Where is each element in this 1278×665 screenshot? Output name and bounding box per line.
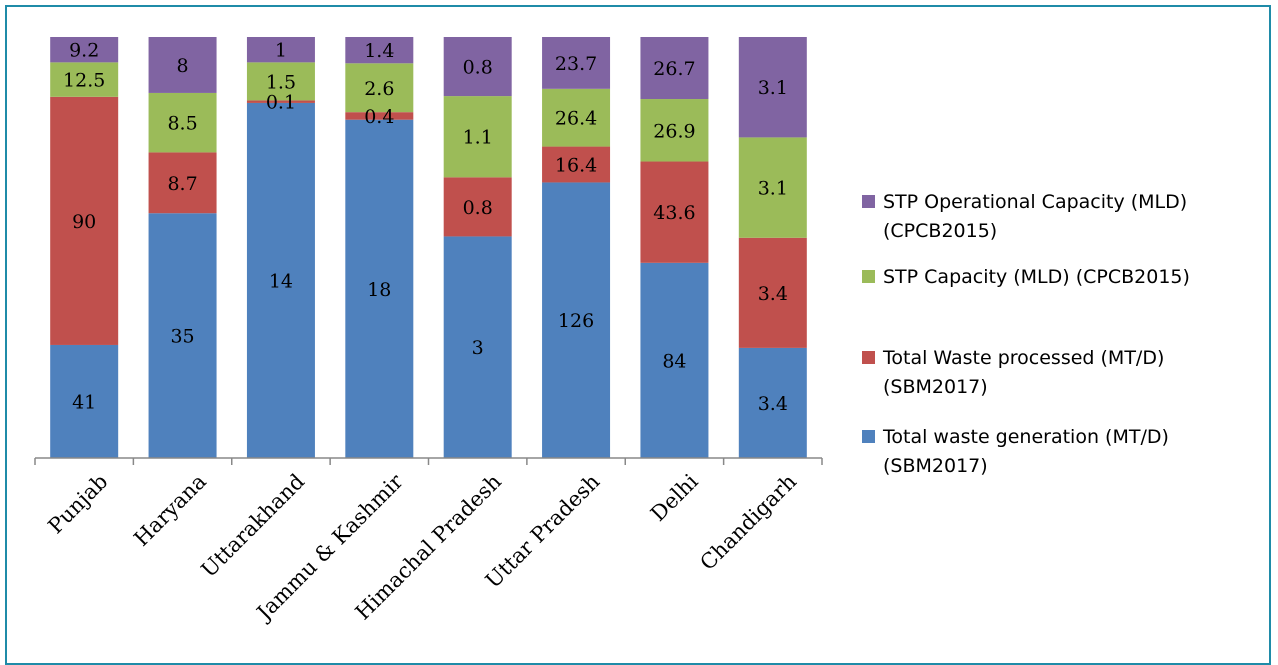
data-label: 1.5 [266, 71, 296, 93]
bar-segment [345, 119, 414, 458]
legend-label: STP Operational Capacity (MLD) [883, 191, 1187, 213]
bar-segment [50, 62, 119, 97]
legend-label: (SBM2017) [883, 455, 988, 477]
bar-segment [640, 37, 709, 100]
legend-label: Total Waste processed (MT/D) [882, 347, 1164, 369]
data-label: 2.6 [364, 78, 394, 100]
data-label: 26.4 [555, 108, 597, 130]
bar-segment [738, 347, 807, 458]
bar-segment [443, 177, 512, 237]
data-label: 26.9 [653, 120, 695, 142]
data-label: 126 [558, 310, 594, 332]
x-tick-label: Punjab [43, 469, 112, 538]
bar-segment [738, 37, 807, 138]
legend-entry: Total Waste processed (MT/D) (SBM2017) [862, 347, 1164, 398]
data-label: 3.4 [758, 283, 788, 305]
bar-segment [148, 152, 217, 214]
bar-segment [148, 213, 217, 458]
data-label: 1.4 [364, 40, 394, 62]
data-label: 3.4 [758, 393, 788, 415]
bar-segment [640, 161, 709, 263]
x-tick-label: Haryana [129, 469, 211, 551]
data-label: 0.8 [463, 197, 493, 219]
data-label: 8.5 [167, 113, 197, 135]
data-label: 1 [275, 40, 287, 62]
x-tick-label: Delhi [646, 469, 703, 526]
bar-segment [246, 62, 315, 101]
bars-layer [50, 37, 807, 458]
data-label: 3 [472, 337, 484, 359]
bar-segment [542, 182, 611, 458]
legend-label: (SBM2017) [883, 376, 988, 398]
data-label: 23.7 [555, 53, 597, 75]
bar-segment [148, 92, 217, 153]
data-label: 1.1 [463, 127, 493, 149]
bar-segment [345, 112, 414, 120]
bar-segment [640, 99, 709, 162]
data-label: 0.4 [364, 106, 394, 128]
data-label: 3.1 [758, 178, 788, 200]
legend: STP Operational Capacity (MLD) (CPCB2015)… [862, 191, 1190, 477]
data-label: 0.1 [266, 92, 296, 114]
data-labels-layer: 41 90 12.5 9.2 35 8.7 8.5 8 14 0.11.5 1 18 0.4 2.6 1.4… [63, 40, 788, 415]
bar-segment [640, 262, 709, 458]
data-label: 43.6 [653, 202, 695, 224]
bar-segment [738, 137, 807, 238]
data-label: 3.1 [758, 77, 788, 99]
legend-swatch [862, 430, 875, 443]
bar-segment [246, 102, 315, 458]
legend-swatch [862, 195, 875, 208]
data-label: 26.7 [653, 58, 695, 80]
bar-segment [542, 88, 611, 147]
bar-segment [50, 37, 119, 63]
bar-segment [246, 100, 315, 103]
data-label: 9.2 [69, 40, 99, 62]
data-label: 16.4 [555, 155, 597, 177]
legend-swatch [862, 270, 875, 283]
legend-label: (CPCB2015) [883, 220, 997, 242]
bar-segment [443, 96, 512, 178]
bar-segment [738, 237, 807, 348]
bar-segment [345, 63, 414, 113]
data-label: 35 [170, 326, 194, 348]
data-label: 18 [367, 279, 391, 301]
bar-segment [148, 37, 217, 93]
bar-segment [246, 37, 315, 63]
data-label: 90 [72, 211, 96, 233]
data-label: 14 [269, 270, 293, 292]
data-label: 41 [72, 391, 96, 413]
legend-label: STP Capacity (MLD) (CPCB2015) [883, 266, 1190, 288]
bar-segment [542, 37, 611, 89]
bar-segment [50, 344, 119, 458]
data-label: 8.7 [167, 173, 197, 195]
data-label: 0.8 [463, 57, 493, 79]
bar-segment [542, 146, 611, 183]
legend-entry: STP Operational Capacity (MLD) (CPCB2015) [862, 191, 1187, 242]
data-label: 84 [662, 350, 686, 372]
bar-segment [443, 37, 512, 97]
x-tick-label: Uttarakhand [197, 469, 310, 582]
bar-segment [50, 96, 119, 345]
bar-segment [443, 236, 512, 458]
legend-entry: STP Capacity (MLD) (CPCB2015) [862, 266, 1190, 288]
x-tick-label: Chandigarh [696, 469, 802, 575]
legend-label: Total waste generation (MT/D) [882, 426, 1169, 448]
data-label: 12.5 [63, 70, 105, 92]
legend-entry: Total waste generation (MT/D) (SBM2017) [862, 426, 1169, 477]
stacked-bar-chart: 41 90 12.5 9.2 35 8.7 8.5 8 14 0.11.5 1 18 0.4 2.6 1.4… [34, 37, 1190, 626]
legend-swatch [862, 351, 875, 364]
data-label: 8 [177, 55, 189, 77]
bar-segment [345, 37, 414, 64]
